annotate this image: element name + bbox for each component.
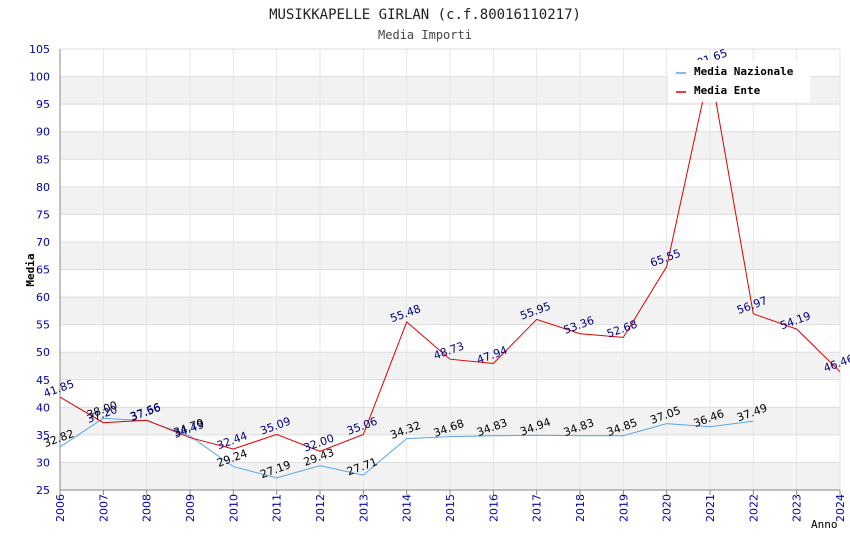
- x-tick-label: 2007: [97, 494, 110, 522]
- y-tick-label: 30: [36, 456, 50, 469]
- legend-label-nazionale: Media Nazionale: [694, 65, 794, 78]
- chart-subtitle: Media Importi: [378, 28, 472, 42]
- y-tick-label: 65: [36, 264, 50, 277]
- x-tick-label: 2018: [574, 494, 587, 522]
- legend-box: [668, 60, 810, 102]
- x-tick-label: 2020: [661, 494, 674, 522]
- y-tick-label: 90: [36, 126, 50, 139]
- x-tick-label: 2024: [834, 494, 847, 522]
- x-tick-label: 2009: [184, 494, 197, 522]
- x-tick-label: 2017: [531, 494, 544, 522]
- y-tick-label: 40: [36, 401, 50, 414]
- y-tick-label: 55: [36, 319, 50, 332]
- y-tick-label: 75: [36, 208, 50, 221]
- axes: [59, 49, 841, 495]
- x-tick-label: 2006: [54, 494, 67, 522]
- y-tick-label: 70: [36, 236, 50, 249]
- x-tick-label: 2008: [141, 494, 154, 522]
- legend-label-ente: Media Ente: [694, 84, 761, 97]
- legend: Media Nazionale Media Ente: [668, 60, 810, 102]
- y-tick-label: 85: [36, 153, 50, 166]
- y-axis-label: Media: [24, 253, 37, 286]
- y-tick-label: 45: [36, 374, 50, 387]
- x-tick-label: 2022: [747, 494, 760, 522]
- chart-title: MUSIKKAPELLE GIRLAN (c.f.80016110217): [269, 7, 581, 23]
- x-tick-labels: 2006 2007 2008 2009 2010 2011 2012 2013 2014 2015…: [54, 494, 847, 522]
- y-tick-label: 35: [36, 429, 50, 442]
- y-tick-label: 25: [36, 484, 50, 497]
- x-tick-label: 2015: [444, 494, 457, 522]
- x-tick-label: 2023: [791, 494, 804, 522]
- y-tick-label: 50: [36, 346, 50, 359]
- x-tick-label: 2010: [227, 494, 240, 522]
- y-tick-label: 100: [29, 71, 50, 84]
- y-tick-label: 60: [36, 291, 50, 304]
- y-tick-label: 95: [36, 98, 50, 111]
- x-tick-label: 2014: [401, 494, 414, 522]
- y-tick-labels: 25 30 35 40 45 50 55 60 65 70 75 80 85 90 95 100 105: [29, 43, 50, 497]
- x-tick-label: 2011: [271, 494, 284, 522]
- x-tick-label: 2013: [357, 494, 370, 522]
- x-axis-label: Anno: [811, 518, 838, 531]
- y-tick-label: 105: [29, 43, 50, 56]
- x-tick-label: 2019: [617, 494, 630, 522]
- y-tick-label: 80: [36, 181, 50, 194]
- x-tick-label: 2016: [487, 494, 500, 522]
- series-line-0: [59, 417, 754, 479]
- x-tick-label: 2012: [314, 494, 327, 522]
- x-tick-label: 2021: [704, 494, 717, 522]
